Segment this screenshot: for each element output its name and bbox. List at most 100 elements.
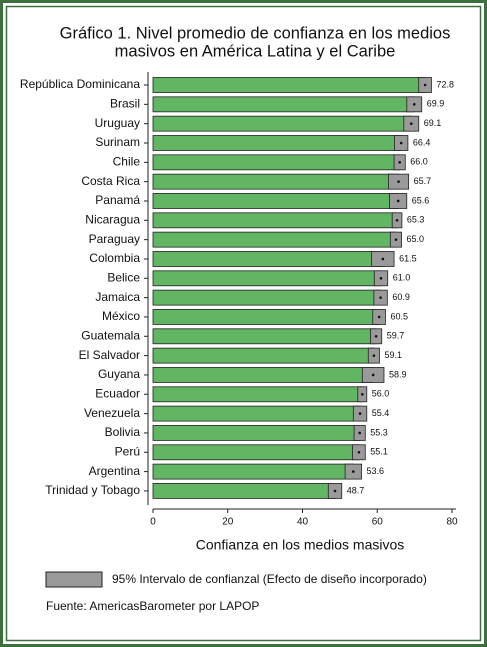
point: [333, 489, 337, 493]
y-tick-label: Belice: [107, 270, 140, 284]
bar: [152, 173, 399, 190]
bar: [152, 96, 415, 113]
value-label: 59.1: [384, 350, 402, 360]
y-tick-label: Nicaragua: [85, 212, 140, 226]
bar: [152, 463, 354, 480]
point: [377, 315, 381, 319]
point: [394, 238, 398, 241]
y-tick-label: Jamaica: [95, 290, 140, 304]
value-label: 55.3: [370, 427, 388, 437]
point: [361, 392, 364, 396]
legend-swatch: [45, 571, 103, 588]
y-tick-label: Costa Rica: [81, 174, 140, 188]
bar: [152, 483, 336, 499]
y-tick-label: Argentina: [89, 464, 141, 478]
y-tick-label: Trinidad y Tobago: [45, 483, 140, 497]
y-tick-label: Bolivia: [105, 425, 141, 439]
value-label: 65.3: [407, 215, 425, 225]
value-label: 72.8: [436, 79, 454, 89]
y-tick-label: Uruguay: [95, 116, 140, 130]
x-axis-label: Confianza en los medios masivos: [196, 537, 405, 553]
value-label: 61.0: [393, 273, 411, 283]
inner-frame: [5, 5, 482, 642]
point: [357, 450, 361, 454]
point: [358, 431, 361, 435]
bar: [152, 193, 399, 209]
value-label: 65.7: [414, 176, 432, 186]
value-label: 55.1: [370, 447, 388, 457]
value-label: 55.4: [372, 408, 390, 418]
bar: [152, 347, 375, 364]
y-tick-label: Paraguay: [89, 232, 140, 246]
bar: [152, 77, 426, 93]
value-label: 69.9: [427, 99, 445, 109]
x-tick-label: 80: [446, 517, 458, 528]
chart-title: Gráfico 1. Nivel promedio de confianza e…: [60, 24, 451, 42]
point: [412, 103, 416, 106]
value-label: 60.5: [390, 311, 408, 321]
bar: [152, 367, 374, 383]
point: [397, 180, 400, 183]
point: [395, 219, 399, 222]
value-label: 48.7: [347, 485, 365, 495]
point: [396, 199, 400, 203]
value-label: 61.5: [399, 253, 417, 263]
legend-label: 95% Intervalo de confianzal (Efecto de d…: [112, 572, 427, 586]
value-label: 69.1: [424, 118, 442, 128]
value-label: 65.0: [407, 234, 425, 244]
value-label: 59.7: [387, 331, 405, 341]
y-tick-label: Colombia: [89, 251, 140, 265]
chart-title: masivos en América Latina y el Caribe: [115, 42, 396, 60]
x-tick-label: 0: [150, 517, 156, 528]
point: [374, 334, 378, 338]
value-label: 65.6: [412, 195, 430, 205]
y-tick-label: Chile: [113, 154, 141, 168]
bar: [152, 212, 398, 229]
y-tick-label: Guyana: [98, 367, 140, 381]
y-tick-label: Surinam: [95, 135, 140, 149]
point: [399, 141, 403, 145]
bar: [152, 270, 382, 287]
y-tick-label: Panamá: [95, 193, 140, 207]
y-tick-label: Guatemala: [81, 328, 140, 342]
bar: [152, 425, 361, 441]
point: [423, 83, 427, 87]
point: [409, 122, 413, 125]
y-tick-label: Ecuador: [95, 386, 140, 400]
point: [379, 296, 382, 299]
value-label: 53.6: [367, 466, 385, 476]
x-tick-label: 40: [297, 517, 309, 528]
value-label: 66.4: [413, 137, 431, 147]
value-label: 66.0: [410, 157, 428, 167]
x-tick-label: 20: [222, 517, 234, 528]
value-label: 58.9: [389, 369, 407, 379]
value-label: 60.9: [392, 292, 410, 302]
y-tick-label: República Dominicana: [20, 77, 140, 91]
y-tick-label: Venezuela: [84, 406, 140, 420]
bar: [152, 289, 382, 306]
bar: [152, 309, 380, 325]
y-tick-label: Brasil: [110, 97, 140, 111]
point: [352, 470, 355, 473]
value-label: 56.0: [372, 389, 390, 399]
x-tick-label: 60: [372, 517, 384, 528]
bar: [152, 251, 384, 267]
bar: [152, 444, 360, 461]
point: [381, 257, 385, 261]
bar: [152, 154, 401, 171]
bar: [152, 328, 377, 345]
source: Fuente: AmericasBarometer por LAPOP: [46, 599, 259, 613]
bar: [152, 135, 402, 151]
bar: [152, 115, 412, 132]
point: [398, 161, 401, 164]
bar: [152, 405, 361, 422]
y-tick-label: Perú: [115, 444, 140, 458]
y-tick-label: El Salvador: [79, 348, 140, 362]
point: [371, 373, 375, 377]
point: [358, 412, 362, 415]
point: [372, 354, 376, 357]
bar: [152, 386, 363, 403]
bar: [152, 231, 397, 248]
